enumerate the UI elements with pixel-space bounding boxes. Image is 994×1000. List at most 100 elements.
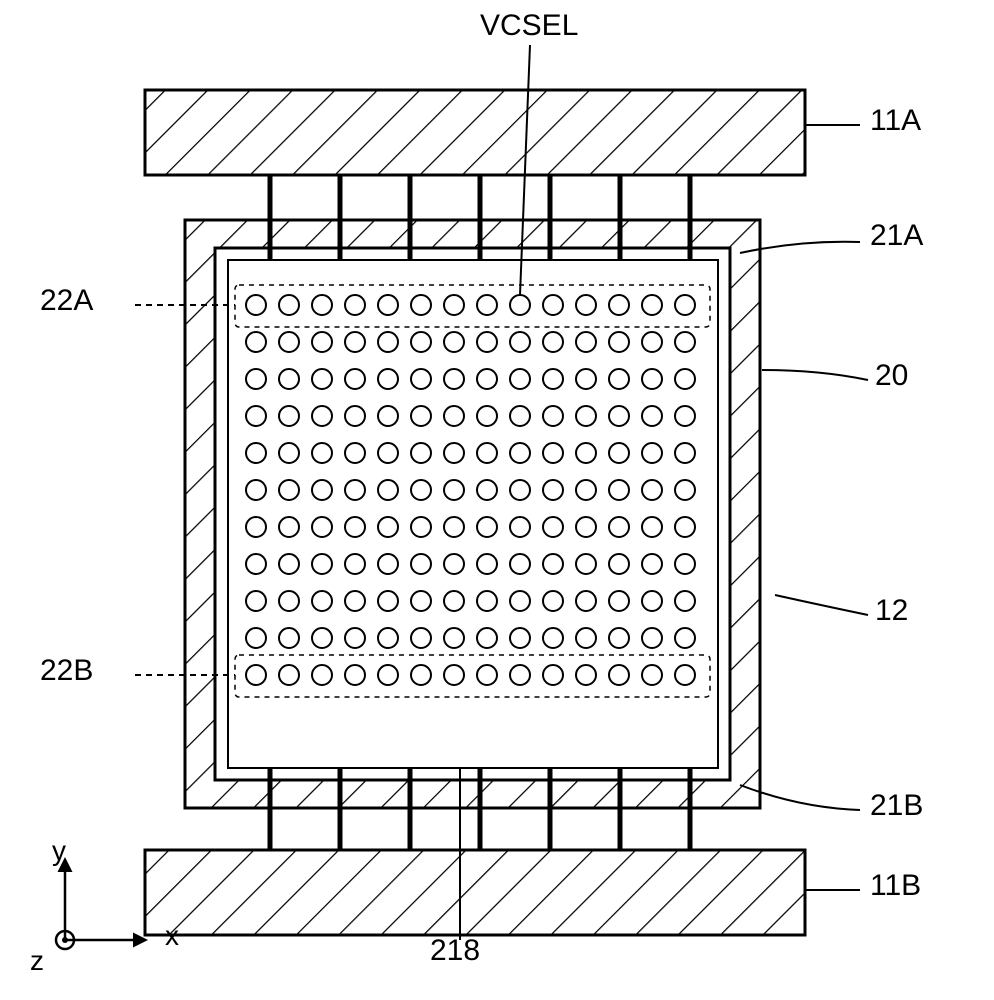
label-ref_21A: 21A: [870, 219, 923, 252]
vcsel-circle: [279, 665, 299, 685]
vcsel-circle: [345, 295, 365, 315]
label-ref_20: 20: [875, 359, 908, 392]
vcsel-circle: [246, 554, 266, 574]
vcsel-circle: [609, 628, 629, 648]
vcsel-circle: [345, 665, 365, 685]
outer-frame-20: [185, 220, 760, 808]
diagram-svg: VCSEL11A21A201221B11B22A22B218xyz: [0, 0, 994, 1000]
label-ref_22B: 22B: [40, 654, 93, 687]
vcsel-circle: [675, 406, 695, 426]
vcsel-circle: [609, 443, 629, 463]
vcsel-circle: [477, 591, 497, 611]
vcsel-circle: [576, 369, 596, 389]
vcsel-circle: [477, 295, 497, 315]
vcsel-circle: [246, 443, 266, 463]
vcsel-circle: [675, 443, 695, 463]
label-ref_22A: 22A: [40, 284, 93, 317]
diagram-container: VCSEL11A21A201221B11B22A22B218xyz: [0, 0, 994, 1000]
vcsel-circle: [444, 295, 464, 315]
vcsel-circle: [378, 628, 398, 648]
vcsel-circle: [477, 369, 497, 389]
vcsel-circle: [543, 517, 563, 537]
vcsel-circle: [675, 517, 695, 537]
vcsel-circle: [675, 480, 695, 500]
vcsel-circle: [576, 443, 596, 463]
vcsel-circle: [576, 406, 596, 426]
vcsel-circle: [642, 591, 662, 611]
label-axis_y: y: [52, 835, 66, 866]
vcsel-circle: [312, 295, 332, 315]
vcsel-circle: [279, 591, 299, 611]
vcsel-circle: [609, 665, 629, 685]
vcsel-circle: [279, 406, 299, 426]
vcsel-circle: [246, 369, 266, 389]
vcsel-circle: [675, 369, 695, 389]
vcsel-circle: [378, 554, 398, 574]
inner-frame: [215, 248, 730, 780]
vcsel-circle: [411, 665, 431, 685]
vcsel-circle: [246, 406, 266, 426]
vcsel-circle: [279, 554, 299, 574]
vcsel-circle: [378, 369, 398, 389]
vcsel-circle: [642, 332, 662, 352]
vcsel-circle: [675, 665, 695, 685]
vcsel-circle: [510, 443, 530, 463]
vcsel-circle: [444, 443, 464, 463]
vcsel-circle: [312, 406, 332, 426]
vcsel-circle: [279, 332, 299, 352]
vcsel-circle: [312, 443, 332, 463]
vcsel-circle: [543, 480, 563, 500]
vcsel-circle: [312, 628, 332, 648]
vcsel-circle: [477, 554, 497, 574]
leader-12: [775, 595, 868, 615]
label-axis_x: x: [165, 920, 179, 951]
vcsel-circle: [642, 517, 662, 537]
top-bar-11A: [145, 90, 805, 175]
vcsel-circle: [279, 517, 299, 537]
vcsel-circle: [279, 369, 299, 389]
vcsel-circle: [477, 332, 497, 352]
vcsel-circle: [609, 295, 629, 315]
vcsel-circle: [246, 628, 266, 648]
vcsel-circle: [345, 480, 365, 500]
vcsel-circle: [642, 665, 662, 685]
vcsel-circle: [543, 591, 563, 611]
vcsel-circle: [510, 591, 530, 611]
dashed-box-22B: [235, 655, 710, 697]
vcsel-circle: [246, 517, 266, 537]
vcsel-circle: [543, 295, 563, 315]
bottom-bar-11B: [145, 850, 805, 935]
vcsel-circle: [675, 591, 695, 611]
vcsel-circle: [279, 628, 299, 648]
vcsel-circle: [642, 406, 662, 426]
vcsel-circle: [675, 295, 695, 315]
vcsel-circle: [543, 332, 563, 352]
vcsel-circle: [543, 443, 563, 463]
vcsel-circle: [543, 628, 563, 648]
vcsel-circle: [444, 480, 464, 500]
vcsel-circle: [543, 406, 563, 426]
vcsel-circle: [477, 480, 497, 500]
vcsel-circle: [510, 295, 530, 315]
vcsel-circle: [345, 591, 365, 611]
vcsel-circle: [609, 480, 629, 500]
vcsel-circle: [411, 591, 431, 611]
vcsel-circle: [378, 591, 398, 611]
vcsel-circle: [345, 369, 365, 389]
leader-20: [762, 370, 868, 380]
vcsel-circle: [279, 443, 299, 463]
vcsel-circle: [444, 554, 464, 574]
vcsel-circle: [411, 443, 431, 463]
vcsel-circle: [477, 443, 497, 463]
vcsel-circle: [378, 406, 398, 426]
label-vcsel: VCSEL: [480, 9, 578, 42]
vcsel-circle: [345, 332, 365, 352]
vcsel-circle: [576, 332, 596, 352]
vcsel-circle: [576, 480, 596, 500]
label-ref_11B: 11B: [870, 869, 921, 902]
vcsel-circle: [444, 517, 464, 537]
vcsel-circle: [411, 517, 431, 537]
axis-z-dot: [62, 937, 68, 943]
vcsel-circle: [642, 480, 662, 500]
vcsel-circle: [477, 665, 497, 685]
